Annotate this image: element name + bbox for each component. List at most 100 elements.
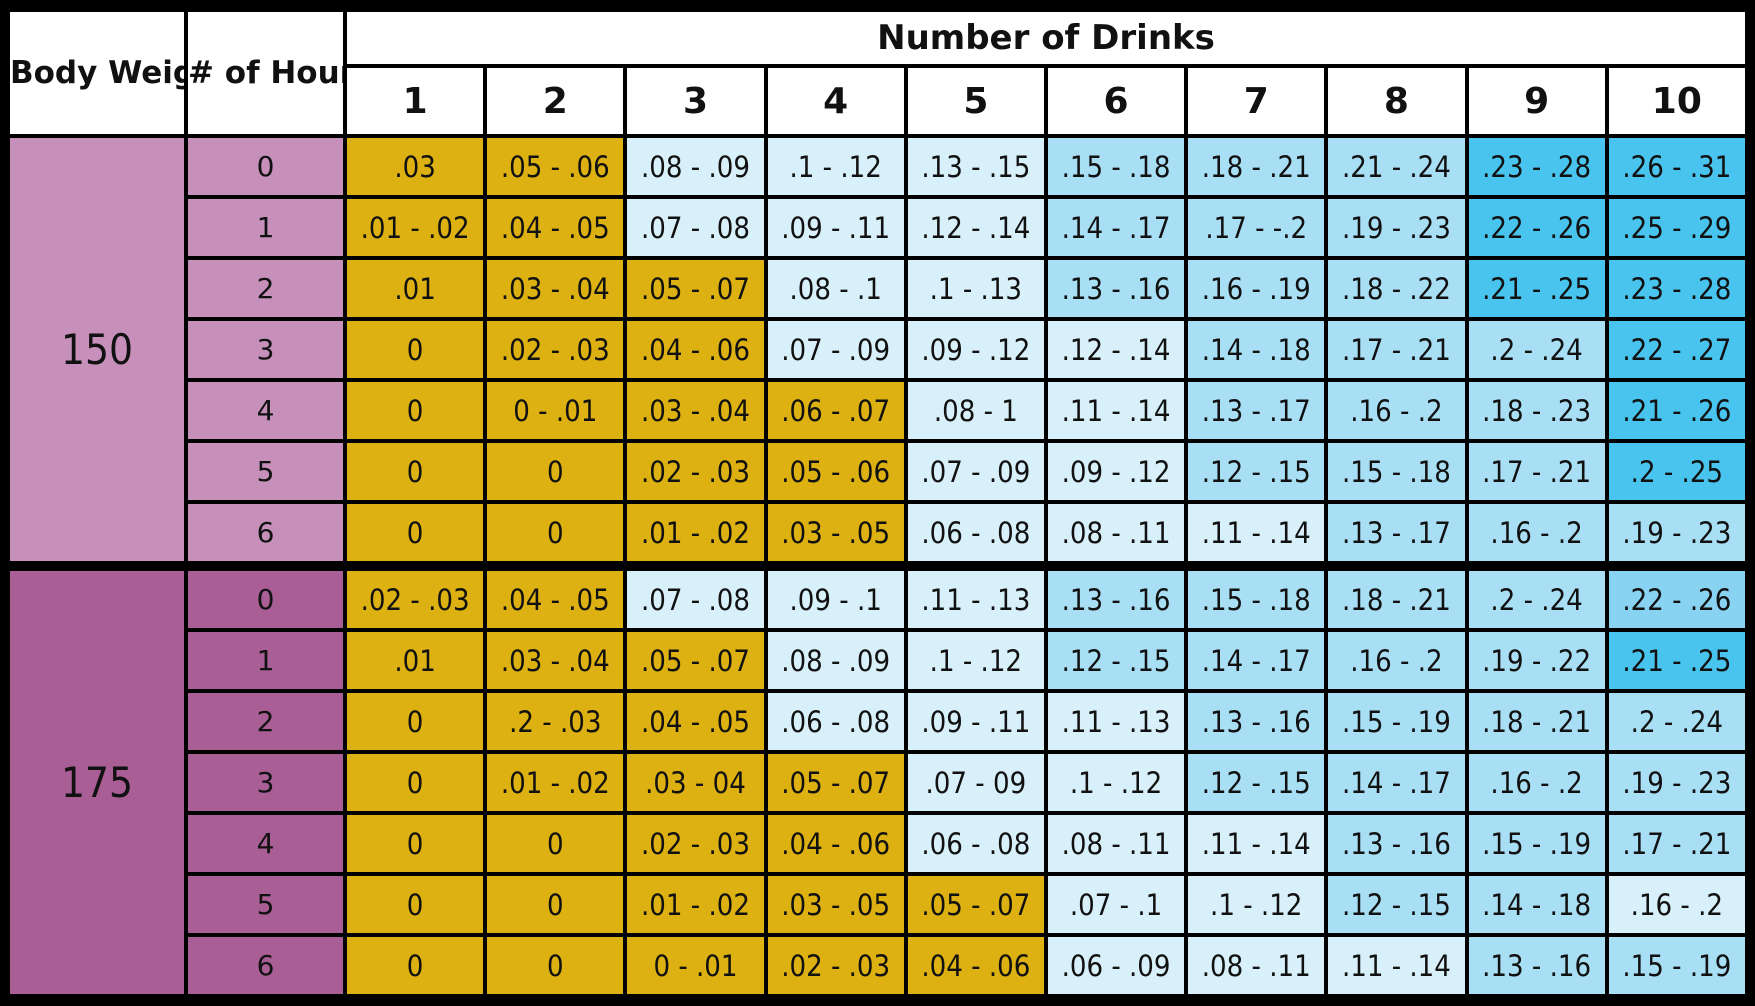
bac-value-cell: .01 [347, 260, 484, 317]
bac-value-cell: .16 - .19 [1188, 260, 1325, 317]
bac-value-cell: .16 - .2 [1468, 754, 1605, 811]
bac-value-cell: .15 - .19 [1608, 937, 1745, 994]
bac-value-cell: .22 - .27 [1608, 321, 1745, 378]
bac-value-cell: .02 - .03 [487, 321, 624, 378]
body-weight-cell: 175 [10, 571, 184, 994]
bac-value-cell: .11 - .14 [1188, 815, 1325, 872]
bac-value-cell: .03 - 04 [627, 754, 764, 811]
bac-value-cell: .05 - .07 [907, 876, 1044, 933]
table-row: 175 0.02 - .03.04 - .05.07 - .08.09 - .1.… [10, 571, 1745, 994]
bac-value-cell: .1 - .12 [907, 632, 1044, 689]
bac-value-cell: .01 - .02 [347, 199, 484, 256]
bac-value-cell: .16 - .2 [1328, 632, 1465, 689]
bac-value-cell: .18 - .21 [1468, 693, 1605, 750]
bac-value-cell: .19 - .23 [1328, 199, 1465, 256]
table-row: 150 0.03.05 - .06.08 - .09.1 - .12.13 - .… [10, 138, 1745, 561]
bac-value-cell: .25 - .29 [1608, 199, 1745, 256]
drink-count-row: 1 2 3 4 5 6 7 8 9 10 [10, 68, 1745, 134]
bac-value-cell: .01 - .02 [627, 876, 764, 933]
bac-value-cell: .01 - .02 [487, 754, 624, 811]
table-row: 4 0 0.02 - .03.04 - .06.06 - .08.08 - .11.… [10, 815, 1745, 872]
bac-value-cell: 0 [487, 504, 624, 561]
drink-count-header: 8 [1328, 68, 1465, 134]
bac-value-cell: .06 - .07 [767, 382, 904, 439]
bac-value-cell: .11 - .14 [1188, 504, 1325, 561]
bac-value-cell: .14 - .18 [1468, 876, 1605, 933]
bac-value-cell: 0 [347, 321, 484, 378]
bac-value-cell: .2 - .24 [1608, 693, 1745, 750]
bac-value-cell: .03 - .04 [487, 260, 624, 317]
drink-count-header: 4 [767, 68, 904, 134]
hours-cell: 1 [188, 199, 343, 256]
bac-value-cell: .21 - .25 [1608, 632, 1745, 689]
bac-value-cell: .09 - .11 [907, 693, 1044, 750]
bac-value-cell: .11 - .13 [907, 571, 1044, 628]
drink-count-header: 7 [1188, 68, 1325, 134]
hours-header: # of Hours [188, 12, 343, 134]
bac-value-cell: .13 - .15 [907, 138, 1044, 195]
bac-value-cell: .07 - .1 [1047, 876, 1185, 933]
table-row: 3 0.02 - .03.04 - .06.07 - .09.09 - .12.1… [10, 321, 1745, 378]
bac-value-cell: .11 - .13 [1047, 693, 1185, 750]
table-row: 1.01 - .02.04 - .05.07 - .08.09 - .11.12… [10, 199, 1745, 256]
bac-value-cell: .05 - .07 [627, 260, 764, 317]
bac-value-cell: .04 - .05 [627, 693, 764, 750]
bac-value-cell: .03 - .04 [487, 632, 624, 689]
bac-value-cell: .09 - .12 [1047, 443, 1185, 500]
bac-value-cell: .09 - .11 [767, 199, 904, 256]
bac-value-cell: .09 - .12 [907, 321, 1044, 378]
bac-value-cell: .16 - .2 [1608, 876, 1745, 933]
bac-value-cell: .12 - .15 [1188, 443, 1325, 500]
bac-value-cell: .17 - .21 [1608, 815, 1745, 872]
drink-count-header: 3 [627, 68, 764, 134]
drink-count-header: 9 [1468, 68, 1605, 134]
hours-cell: 6 [188, 504, 343, 561]
bac-value-cell: .05 - .06 [767, 443, 904, 500]
bac-value-cell: 0 - .01 [487, 382, 624, 439]
bac-value-cell: .04 - .06 [907, 937, 1044, 994]
bac-value-cell: .1 - .12 [767, 138, 904, 195]
bac-value-cell: 0 [347, 443, 484, 500]
bac-value-cell: .07 - 09 [907, 754, 1044, 811]
hours-cell: 0 [188, 138, 343, 195]
bac-value-cell: .08 - .11 [1188, 937, 1325, 994]
bac-value-cell: 0 [347, 693, 484, 750]
drink-count-header: 2 [487, 68, 624, 134]
bac-value-cell: .06 - .08 [907, 815, 1044, 872]
hours-cell: 5 [188, 443, 343, 500]
bac-value-cell: .11 - .14 [1047, 382, 1185, 439]
bac-value-cell: .19 - .22 [1468, 632, 1605, 689]
bac-value-cell: 0 [347, 504, 484, 561]
bac-value-cell: .04 - .06 [767, 815, 904, 872]
group-separator [10, 565, 1745, 567]
hours-cell: 2 [188, 260, 343, 317]
bac-value-cell: .02 - .03 [627, 443, 764, 500]
bac-value-cell: .18 - .21 [1328, 571, 1465, 628]
bac-value-cell: .2 - .24 [1468, 321, 1605, 378]
hours-cell: 4 [188, 382, 343, 439]
bac-value-cell: .12 - .14 [907, 199, 1044, 256]
bac-value-cell: .07 - .08 [627, 199, 764, 256]
drink-count-header: 10 [1608, 68, 1745, 134]
drink-count-header: 1 [347, 68, 484, 134]
drink-count-header: 6 [1047, 68, 1185, 134]
bac-value-cell: 0 - .01 [627, 937, 764, 994]
bac-value-cell: 0 [487, 815, 624, 872]
bac-value-cell: .13 - .16 [1047, 260, 1185, 317]
body-weight-header: Body Weight (lbs) [10, 12, 184, 134]
bac-value-cell: .1 - .13 [907, 260, 1044, 317]
bac-value-cell: 0 [347, 382, 484, 439]
hours-cell: 3 [188, 754, 343, 811]
bac-value-cell: .12 - .15 [1188, 754, 1325, 811]
bac-value-cell: .03 - .04 [627, 382, 764, 439]
bac-value-cell: 0 [347, 937, 484, 994]
bac-value-cell: .23 - .28 [1468, 138, 1605, 195]
drinks-header: Number of Drinks [347, 12, 1745, 64]
hours-cell: 3 [188, 321, 343, 378]
bac-value-cell: .13 - .16 [1328, 815, 1465, 872]
hours-cell: 4 [188, 815, 343, 872]
bac-value-cell: .06 - .08 [907, 504, 1044, 561]
bac-value-cell: 0 [487, 443, 624, 500]
hours-cell: 2 [188, 693, 343, 750]
